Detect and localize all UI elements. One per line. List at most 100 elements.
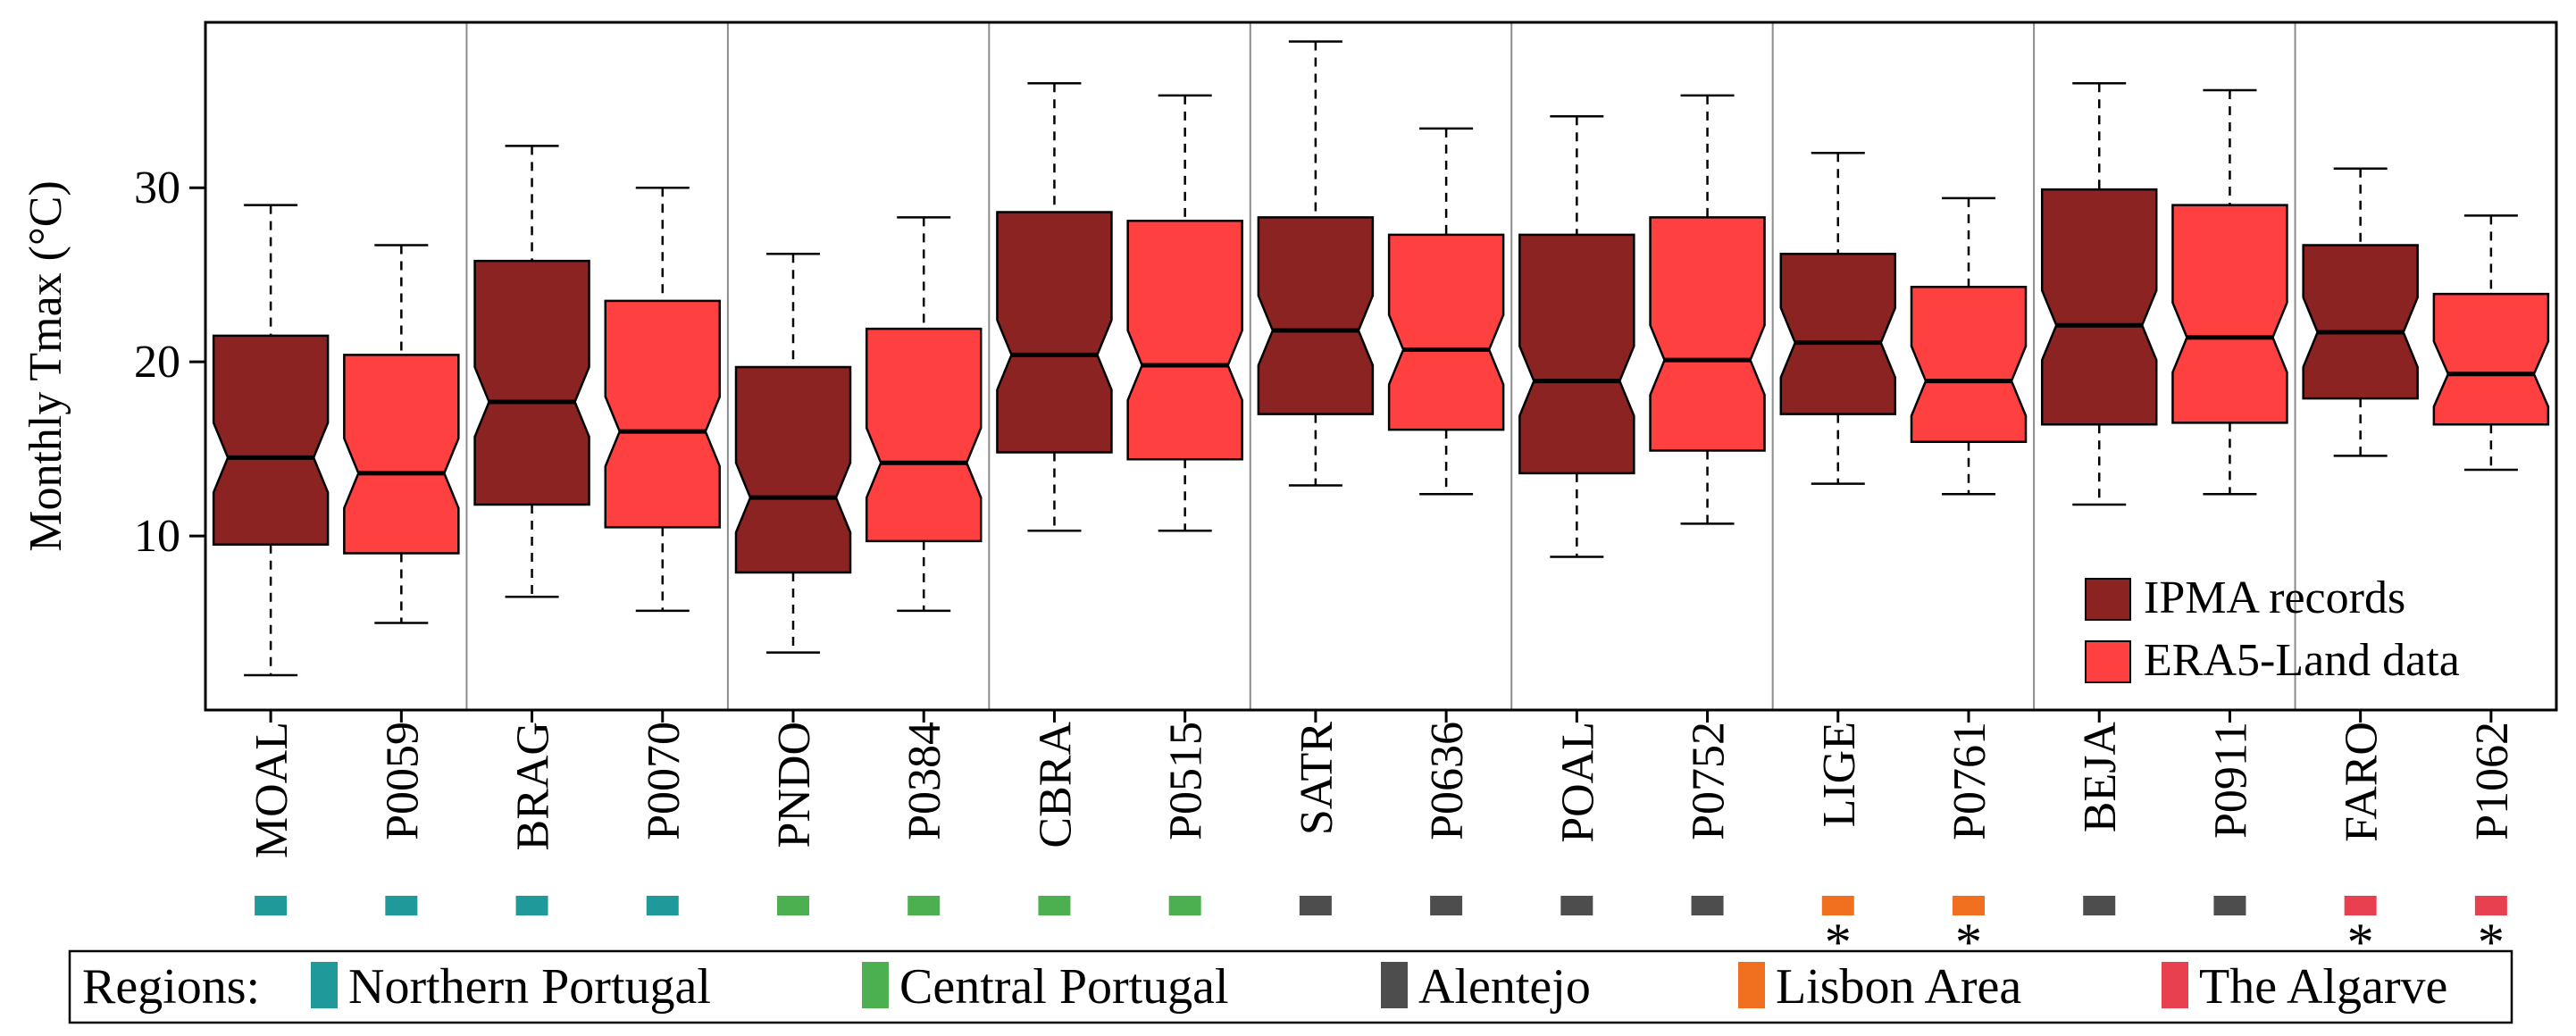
x-tick-label: P0761 bbox=[1945, 722, 1995, 840]
region-marker bbox=[1691, 896, 1724, 915]
box-body bbox=[734, 365, 852, 574]
plot-frame bbox=[204, 21, 2558, 712]
x-tick-label: P0384 bbox=[899, 722, 950, 840]
region-legend-item: Central Portugal bbox=[862, 959, 1229, 1015]
box-brag bbox=[473, 145, 590, 598]
y-axis-label: Monthly Tmax (°C) bbox=[21, 180, 71, 552]
x-tick-label: LIGE bbox=[1814, 722, 1865, 827]
legend: IPMA records ERA5-Land data bbox=[2085, 572, 2460, 686]
region-swatch bbox=[311, 962, 338, 1008]
y-axis: 10 20 30 bbox=[134, 163, 205, 562]
region-marker bbox=[1953, 896, 1985, 915]
box-body bbox=[2432, 292, 2550, 426]
region-swatch bbox=[2162, 962, 2188, 1008]
box-p0636 bbox=[1387, 127, 1505, 496]
x-category-labels: MOAL P0059 BRAG P0070 PNDO P0384 CBRA P0515 SATR… bbox=[247, 710, 2518, 972]
box-faro bbox=[2302, 167, 2419, 457]
box-body bbox=[343, 354, 460, 555]
region-swatch bbox=[1381, 962, 1408, 1008]
region-marker bbox=[1430, 896, 1463, 915]
region-legend-item: The Algarve bbox=[2162, 959, 2447, 1015]
region-marker bbox=[2474, 896, 2507, 915]
box-body bbox=[473, 259, 590, 506]
region-marker bbox=[777, 896, 809, 915]
box-beja bbox=[2040, 81, 2158, 506]
region-label: Central Portugal bbox=[899, 959, 1229, 1015]
x-tick-label: P0070 bbox=[639, 722, 690, 840]
legend-label: IPMA records bbox=[2144, 572, 2405, 623]
legend-label: ERA5-Land data bbox=[2144, 635, 2460, 686]
region-marker bbox=[1821, 896, 1854, 915]
box-p0384 bbox=[865, 216, 983, 613]
region-marker bbox=[2213, 896, 2246, 915]
region-label: Lisbon Area bbox=[1776, 959, 2021, 1015]
region-swatch bbox=[1738, 962, 1765, 1008]
regions-frame bbox=[68, 949, 2513, 1024]
region-label: Northern Portugal bbox=[348, 959, 711, 1015]
box-body bbox=[1257, 216, 1375, 415]
box-moal bbox=[212, 204, 330, 677]
region-marker bbox=[1168, 896, 1201, 915]
x-tick-label: PNDO bbox=[769, 722, 820, 848]
x-tick-label: P0636 bbox=[1422, 722, 1473, 840]
x-tick-label: P0059 bbox=[377, 722, 428, 840]
box-pndo bbox=[734, 253, 852, 654]
x-tick-label: MOAL bbox=[247, 722, 297, 858]
region-marker bbox=[2344, 896, 2377, 915]
box-p0761 bbox=[1910, 196, 2028, 496]
box-body bbox=[865, 327, 983, 543]
region-marker bbox=[2083, 896, 2116, 915]
region-marker bbox=[1560, 896, 1593, 915]
regions-title: Regions: bbox=[82, 959, 260, 1015]
region-marker bbox=[255, 896, 288, 915]
box-body bbox=[2171, 204, 2288, 424]
region-legend-item: Alentejo bbox=[1381, 959, 1591, 1015]
box-body bbox=[2302, 244, 2419, 400]
box-body bbox=[2040, 188, 2158, 426]
x-tick-label: CBRA bbox=[1030, 722, 1081, 848]
region-marker bbox=[1299, 896, 1332, 915]
x-tick-label: BEJA bbox=[2075, 722, 2126, 833]
x-tick-label: FARO bbox=[2337, 722, 2388, 842]
region-marker bbox=[646, 896, 679, 915]
x-tick-label: P0515 bbox=[1161, 722, 1212, 840]
x-tick-label: P0911 bbox=[2205, 722, 2256, 839]
legend-swatch bbox=[2085, 640, 2131, 683]
box-body bbox=[1387, 233, 1505, 431]
boxes-layer bbox=[212, 40, 2550, 677]
region-label: The Algarve bbox=[2199, 959, 2447, 1015]
box-body bbox=[1126, 219, 1243, 461]
legend-item: IPMA records bbox=[2085, 572, 2405, 623]
box-lige bbox=[1779, 151, 1897, 485]
box-p1062 bbox=[2432, 214, 2550, 472]
region-marker bbox=[1038, 896, 1071, 915]
box-p0059 bbox=[343, 244, 460, 624]
y-tick-label: 20 bbox=[134, 337, 180, 388]
box-p0515 bbox=[1126, 94, 1243, 532]
y-tick-label: 10 bbox=[134, 511, 180, 562]
region-marker bbox=[385, 896, 418, 915]
legend-item: ERA5-Land data bbox=[2085, 635, 2460, 686]
region-legend-item: Northern Portugal bbox=[311, 959, 711, 1015]
regions-legend: Regions: Northern Portugal Central Portuga… bbox=[68, 949, 2513, 1024]
box-body bbox=[1649, 216, 1766, 452]
group-separators bbox=[465, 22, 2296, 710]
region-marker bbox=[515, 896, 548, 915]
box-body bbox=[212, 334, 330, 547]
y-tick-label: 30 bbox=[134, 163, 180, 213]
x-tick-label: POAL bbox=[1552, 722, 1603, 843]
box-body bbox=[1910, 286, 2028, 444]
region-marker bbox=[907, 896, 941, 915]
x-tick-label: P1062 bbox=[2467, 722, 2518, 840]
box-p0070 bbox=[604, 186, 722, 613]
box-p0752 bbox=[1649, 94, 1766, 525]
box-body bbox=[1779, 253, 1897, 415]
region-swatch bbox=[862, 962, 889, 1008]
box-body bbox=[1518, 233, 1635, 475]
box-cbra bbox=[996, 81, 1113, 532]
x-tick-label: SATR bbox=[1292, 722, 1342, 835]
x-tick-label: BRAG bbox=[508, 722, 559, 850]
box-satr bbox=[1257, 40, 1375, 487]
region-label: Alentejo bbox=[1418, 959, 1591, 1015]
